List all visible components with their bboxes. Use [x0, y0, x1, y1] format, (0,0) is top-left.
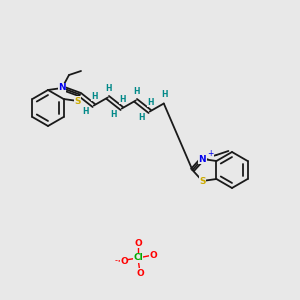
Text: O: O: [120, 256, 128, 266]
Text: -: -: [115, 256, 118, 266]
Text: H: H: [82, 107, 89, 116]
Text: O: O: [134, 238, 142, 247]
Text: H: H: [139, 113, 145, 122]
Text: S: S: [74, 97, 81, 106]
Text: +: +: [207, 148, 214, 158]
Text: O: O: [136, 268, 144, 278]
Text: H: H: [134, 87, 140, 96]
Text: H: H: [161, 90, 168, 99]
Text: O: O: [149, 250, 157, 260]
Text: H: H: [148, 98, 154, 107]
Text: N: N: [199, 154, 206, 164]
Text: N: N: [58, 83, 66, 92]
Text: H: H: [92, 92, 98, 101]
Text: H: H: [119, 95, 126, 104]
Text: H: H: [110, 110, 117, 119]
Text: S: S: [199, 176, 206, 185]
Text: H: H: [106, 84, 112, 93]
Text: Cl: Cl: [133, 254, 143, 262]
